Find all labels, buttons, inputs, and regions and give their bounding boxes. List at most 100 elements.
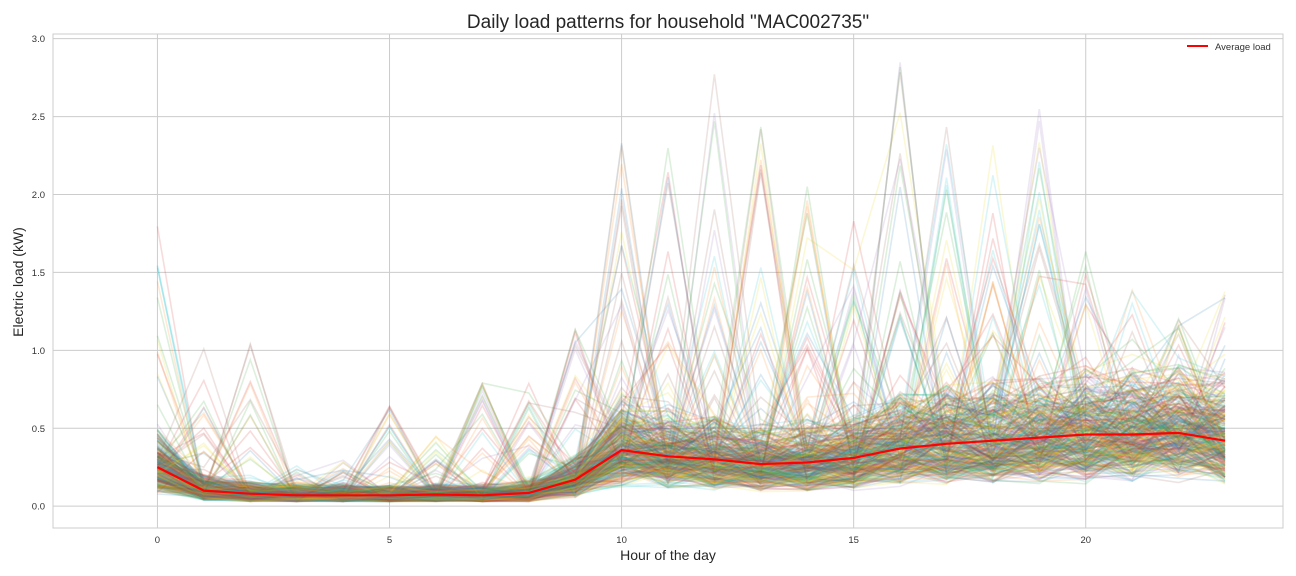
daily-profile-line <box>157 212 1226 503</box>
daily-profile-line <box>156 339 1226 495</box>
y-axis-label: Electric load (kW) <box>10 227 26 337</box>
daily-profile-line <box>156 407 1226 500</box>
daily-profile-line <box>157 449 1226 503</box>
daily-profile-line <box>156 372 1226 499</box>
daily-profile-line <box>156 393 1226 503</box>
daily-profile-line <box>157 314 1226 498</box>
daily-profile-line <box>156 340 1226 498</box>
daily-profile-line <box>156 418 1226 501</box>
daily-profile-line <box>157 340 1226 498</box>
daily-profile-line <box>157 389 1226 497</box>
daily-profile-line <box>156 245 1226 498</box>
daily-profile-line <box>156 363 1226 497</box>
daily-profile-line <box>157 385 1226 500</box>
daily-profile-line <box>157 443 1226 503</box>
daily-profile-line <box>157 420 1226 501</box>
daily-profile-line <box>157 413 1226 502</box>
y-tick-label: 1.0 <box>32 346 45 357</box>
daily-profile-line <box>157 291 1226 502</box>
y-tick-label: 2.5 <box>32 112 45 123</box>
daily-profile-line <box>157 377 1226 499</box>
daily-profile-line <box>156 286 1226 496</box>
daily-profile-line <box>157 213 1226 498</box>
daily-profile-line <box>157 410 1226 497</box>
daily-profile-line <box>157 395 1226 503</box>
daily-profile-lines <box>156 62 1226 503</box>
daily-profile-line <box>156 74 1226 499</box>
daily-profile-line <box>156 413 1226 501</box>
daily-profile-line <box>156 126 1226 500</box>
daily-profile-line <box>156 175 1226 500</box>
daily-profile-line <box>156 209 1226 498</box>
daily-profile-line <box>157 313 1226 502</box>
y-tick-label: 3.0 <box>32 34 45 45</box>
tick-labels: 0 5 10 15 20 0.0 0.5 1.0 1.5 2.0 2.5 3.0 <box>32 34 1091 546</box>
daily-profile-line <box>157 450 1226 503</box>
daily-profile-line <box>156 378 1226 495</box>
daily-profile-line <box>157 277 1226 503</box>
daily-profile-line <box>156 413 1226 500</box>
daily-profile-line <box>157 432 1226 502</box>
daily-profile-line <box>156 423 1226 501</box>
daily-profile-line <box>156 425 1226 502</box>
daily-profile-line <box>157 394 1226 499</box>
daily-profile-line <box>157 394 1226 496</box>
daily-profile-line <box>156 400 1226 500</box>
series-lines <box>156 431 1226 497</box>
daily-profile-line <box>156 168 1226 500</box>
daily-profile-line <box>157 394 1226 501</box>
daily-profile-line <box>157 407 1226 497</box>
daily-profile-line <box>157 338 1226 503</box>
chart-title: Daily load patterns for household "MAC00… <box>467 12 869 33</box>
daily-profile-line <box>157 345 1226 503</box>
daily-profile-line <box>157 394 1226 498</box>
daily-profile-line <box>157 315 1226 503</box>
daily-profile-line <box>157 327 1226 497</box>
daily-profile-line <box>156 172 1226 499</box>
daily-profile-line <box>157 435 1226 502</box>
y-tick-label: 0.0 <box>32 502 45 513</box>
daily-profile-line <box>157 375 1226 498</box>
daily-profile-line <box>157 283 1226 501</box>
daily-profile-line <box>157 397 1226 499</box>
daily-profile-line <box>157 451 1226 503</box>
daily-profile-line <box>157 331 1226 499</box>
daily-profile-line <box>157 353 1226 503</box>
daily-profile-line <box>156 301 1226 500</box>
daily-profile-line <box>157 290 1226 499</box>
daily-profile-line <box>157 395 1226 497</box>
daily-profile-line <box>157 394 1226 497</box>
daily-profile-line <box>156 266 1226 501</box>
daily-profile-line <box>156 299 1226 496</box>
daily-profile-line <box>157 274 1226 503</box>
daily-profile-line <box>157 436 1226 500</box>
daily-profile-line <box>156 335 1226 497</box>
daily-profile-line <box>157 329 1226 497</box>
y-tick-label: 1.5 <box>32 268 45 279</box>
daily-profile-line <box>156 373 1226 497</box>
daily-profile-line <box>157 387 1226 500</box>
daily-profile-line <box>157 431 1226 502</box>
daily-profile-line <box>157 389 1226 499</box>
daily-profile-line <box>157 439 1226 502</box>
daily-profile-line <box>156 198 1226 499</box>
daily-profile-line <box>156 364 1226 494</box>
daily-profile-line <box>156 399 1226 499</box>
daily-profile-line <box>156 379 1226 498</box>
daily-profile-line <box>156 364 1226 499</box>
daily-profile-line <box>157 412 1226 502</box>
daily-profile-line <box>157 385 1226 498</box>
daily-profile-line <box>156 189 1226 499</box>
daily-profile-line <box>156 344 1226 498</box>
daily-profile-line <box>156 216 1226 500</box>
daily-profile-line <box>157 388 1226 498</box>
daily-profile-line <box>157 429 1226 502</box>
daily-profile-line <box>156 307 1226 498</box>
daily-profile-line <box>157 241 1226 492</box>
daily-profile-line <box>157 425 1226 501</box>
x-axis-label: Hour of the day <box>620 547 716 563</box>
daily-profile-line <box>157 275 1226 500</box>
daily-profile-line <box>157 177 1226 503</box>
daily-profile-line <box>157 186 1226 501</box>
